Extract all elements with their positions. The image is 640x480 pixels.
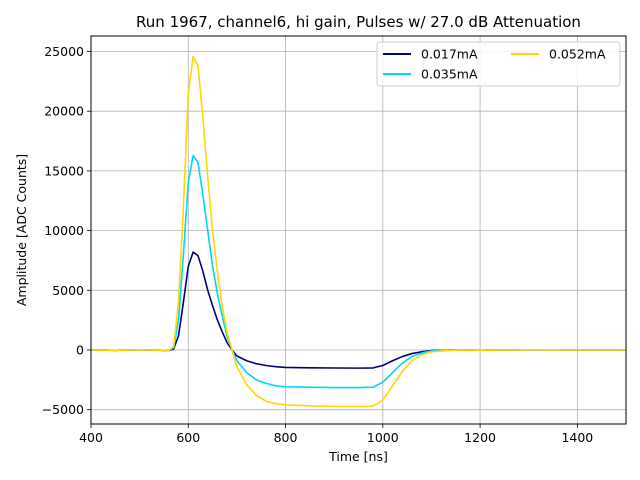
series-line-2 [91, 154, 626, 389]
x-axis-label: Time [ns] [328, 449, 388, 464]
ticks: 400 600 800 1000 1200 1400 −5000 0 5000 10000 1500… [42, 44, 594, 445]
y-tick-label: 5000 [52, 283, 84, 298]
legend-label: 0.017mA [421, 47, 478, 62]
y-tick-label: 20000 [44, 104, 84, 119]
x-tick-label: 1200 [464, 430, 496, 445]
series-line-3 [91, 55, 626, 408]
x-tick-label: 400 [79, 430, 103, 445]
y-tick-label: 0 [76, 342, 84, 357]
legend-label: 0.035mA [421, 67, 478, 82]
y-tick-label: 10000 [44, 223, 84, 238]
x-tick-label: 1000 [367, 430, 399, 445]
plot-frame [90, 35, 627, 425]
y-tick-label: 25000 [44, 44, 84, 59]
x-tick-label: 800 [274, 430, 298, 445]
y-tick-label: 15000 [44, 163, 84, 178]
legend-box [376, 41, 621, 87]
legend: 0.017mA 0.035mA 0.052mA [376, 41, 621, 87]
y-axis-label: Amplitude [ADC Counts] [14, 154, 29, 306]
series-layer [91, 55, 626, 408]
legend-label: 0.052mA [549, 47, 606, 62]
series-line-1 [91, 251, 626, 369]
chart-title: Run 1967, channel6, hi gain, Pulses w/ 2… [136, 13, 581, 31]
x-tick-label: 1400 [561, 430, 593, 445]
y-tick-label: −5000 [42, 402, 84, 417]
x-tick-label: 600 [176, 430, 200, 445]
